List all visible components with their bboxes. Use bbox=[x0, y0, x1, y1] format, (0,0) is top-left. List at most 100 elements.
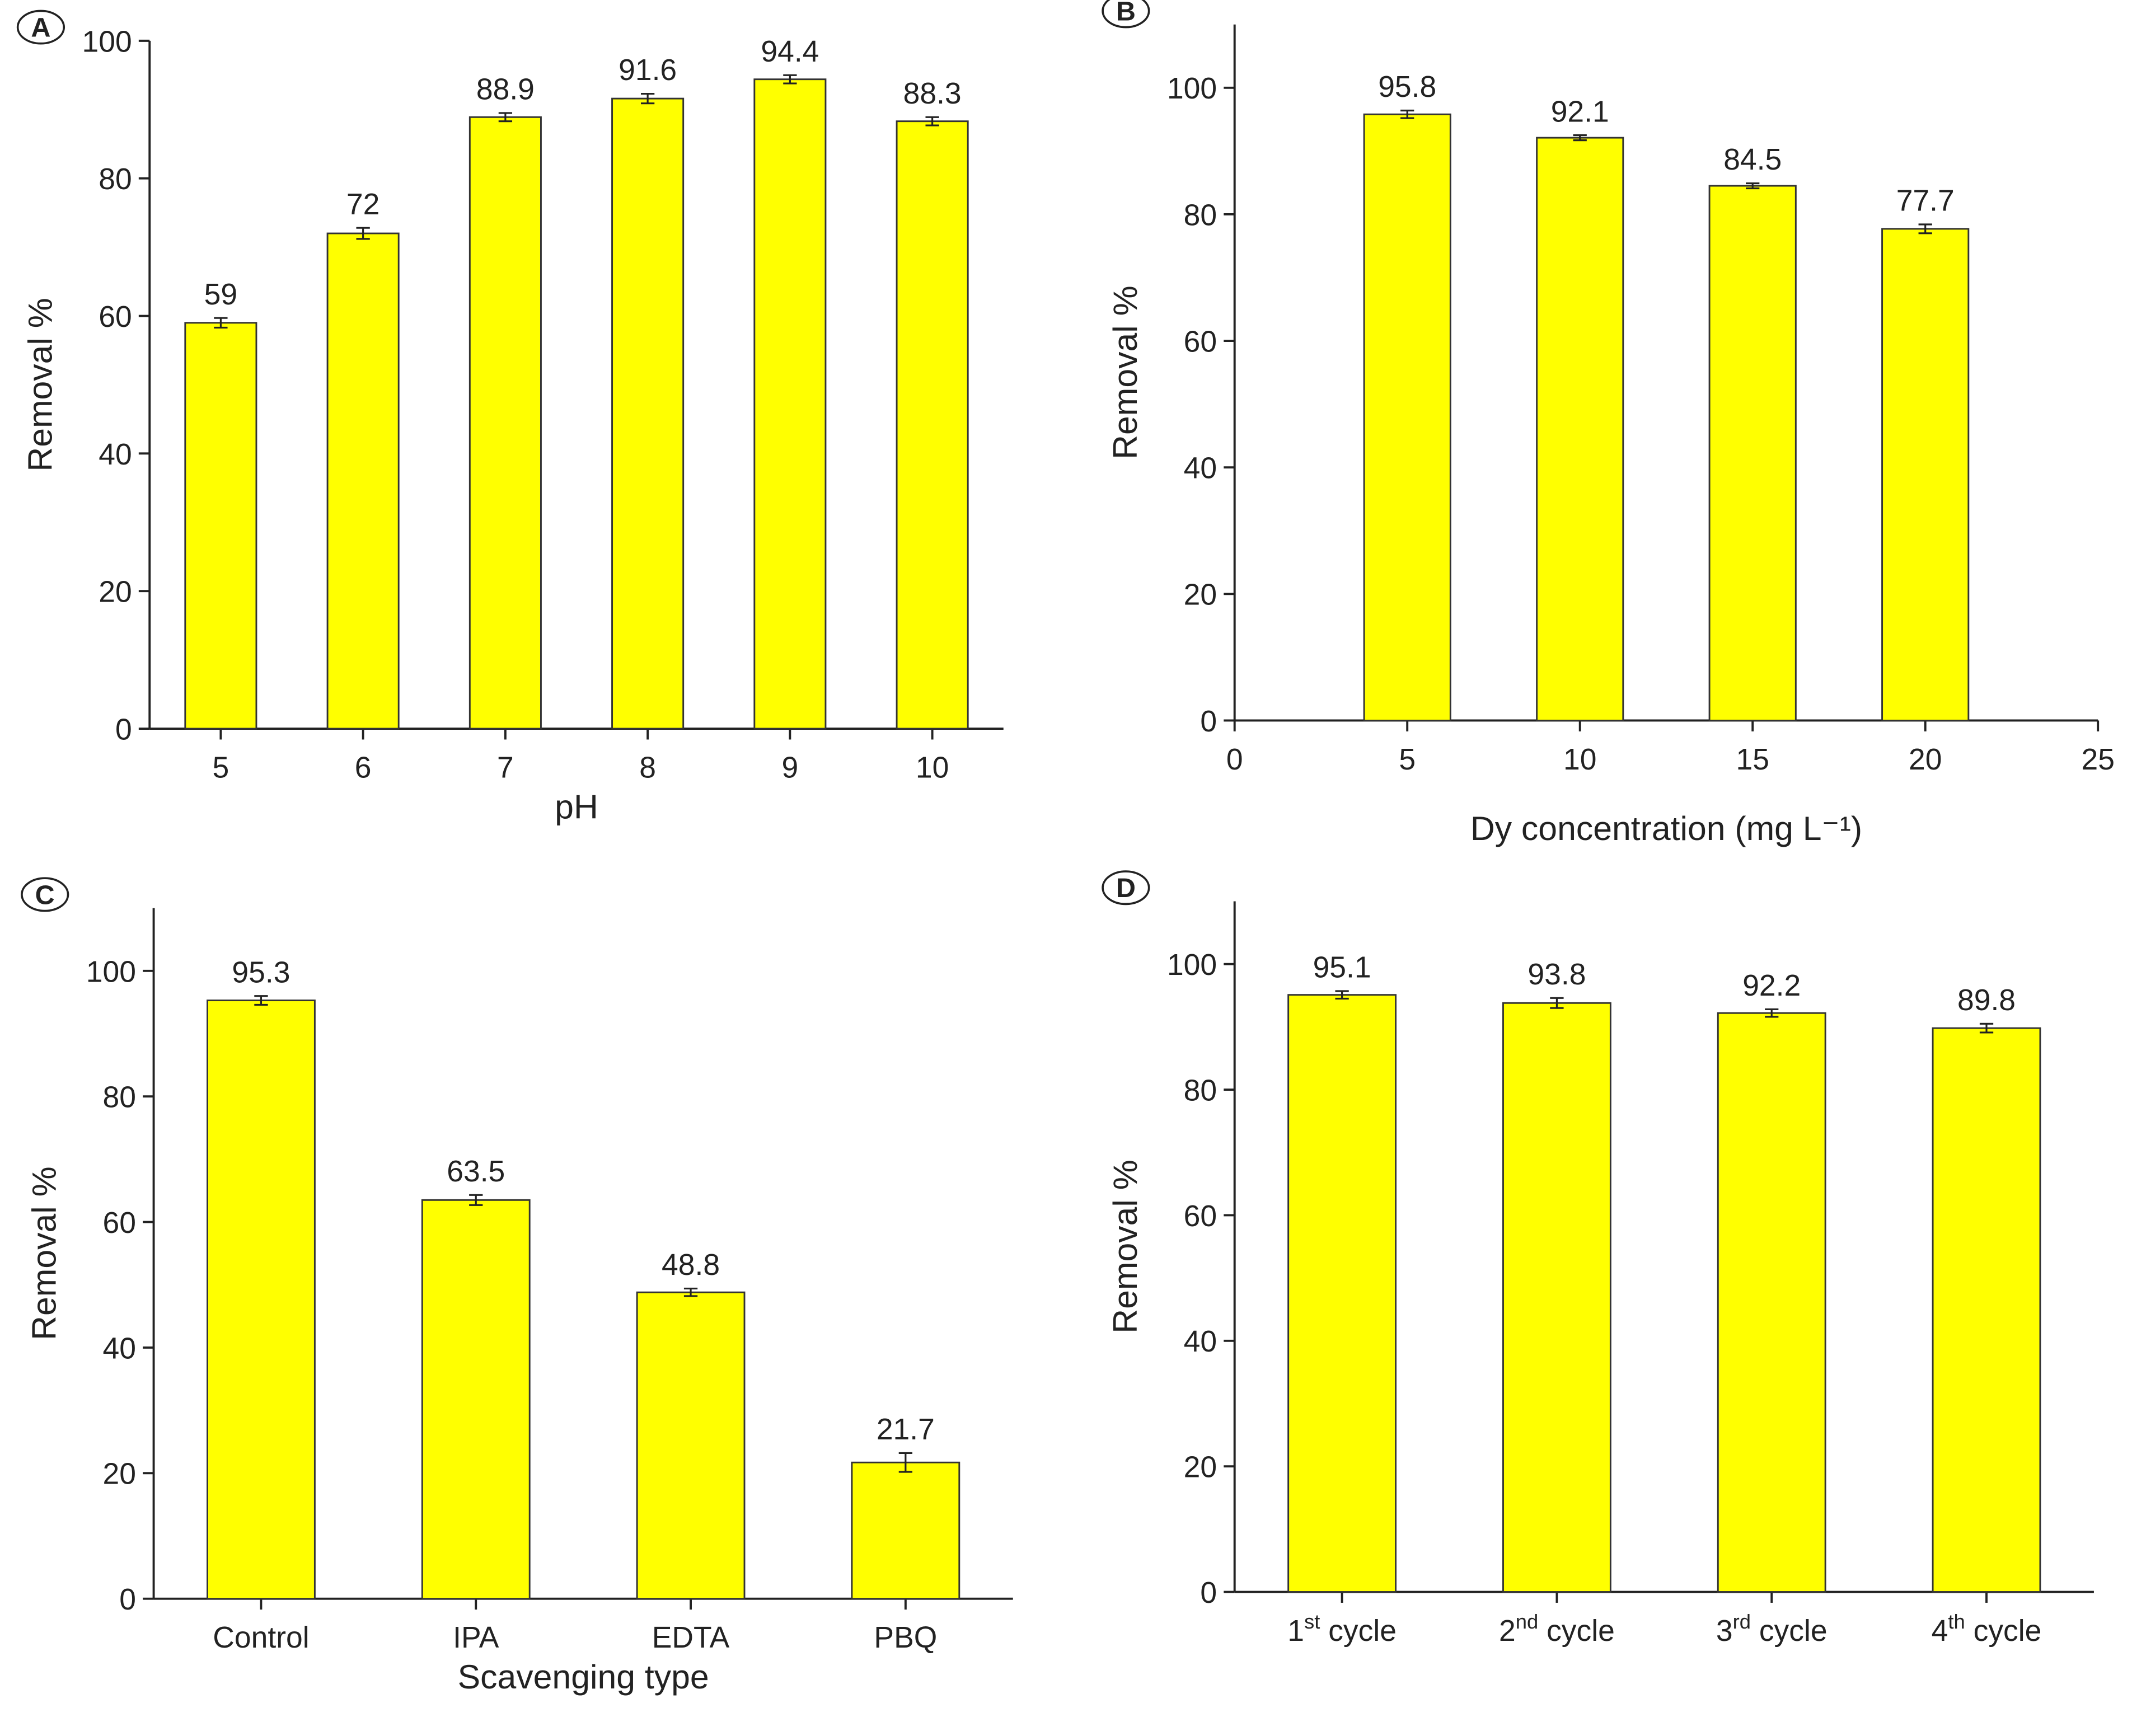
y-tick-label: 80 bbox=[1184, 199, 1217, 232]
error-bar bbox=[356, 227, 370, 240]
value-label: 84.5 bbox=[1723, 143, 1782, 176]
y-tick-label: 100 bbox=[1167, 72, 1217, 105]
bar bbox=[1708, 185, 1797, 721]
error-bar bbox=[1979, 1022, 1994, 1034]
bar bbox=[468, 116, 542, 730]
error-bar bbox=[1550, 997, 1564, 1009]
y-tick-label: 40 bbox=[1184, 1325, 1217, 1358]
y-tick-label: 0 bbox=[1200, 705, 1217, 738]
panel-badge bbox=[21, 877, 69, 912]
y-tick-label: 0 bbox=[1200, 1577, 1217, 1610]
value-label: 91.6 bbox=[618, 54, 677, 87]
error-bar bbox=[214, 317, 228, 329]
chart-panel: 0 20 40 60 80 100 5 6 7 8 9 10 59 72 88.9 91.6 94.4 88.3 p… bbox=[16, 10, 1004, 825]
value-label: 95.3 bbox=[232, 956, 290, 989]
chart-panel: 0 20 40 60 80 100 Control IPA EDTA PBQ 95.3 63.5 48.… bbox=[21, 877, 1013, 1696]
error-bar bbox=[925, 116, 939, 126]
x-tick-label: 5 bbox=[1399, 743, 1416, 776]
y-axis-label: Removal % bbox=[25, 1166, 63, 1340]
y-tick-label: 100 bbox=[86, 955, 136, 988]
y-axis-label: Removal % bbox=[1106, 285, 1144, 459]
y-tick-label: 40 bbox=[103, 1332, 136, 1365]
value-label: 48.8 bbox=[662, 1249, 720, 1282]
bar bbox=[636, 1291, 746, 1600]
y-tick-label: 60 bbox=[99, 301, 132, 334]
panel-badge bbox=[1102, 0, 1150, 29]
x-tick-label: 9 bbox=[782, 751, 799, 784]
panel-letter: A bbox=[31, 13, 50, 43]
value-label: 95.1 bbox=[1313, 951, 1371, 984]
value-label: 59 bbox=[204, 278, 237, 311]
value-label: 89.8 bbox=[1957, 984, 2016, 1017]
bar bbox=[326, 232, 400, 730]
y-tick-label: 20 bbox=[1184, 1451, 1217, 1484]
x-tick-label: 20 bbox=[1909, 743, 1942, 776]
error-bar bbox=[898, 1452, 913, 1473]
y-tick-label: 100 bbox=[1167, 949, 1217, 982]
x-axis-label: Scavenging type bbox=[458, 1658, 709, 1696]
y-tick-label: 20 bbox=[1184, 579, 1217, 612]
bar bbox=[1717, 1012, 1826, 1593]
value-label: 92.2 bbox=[1742, 969, 1801, 1002]
y-tick-label: 40 bbox=[99, 438, 132, 471]
x-tick-label: 5 bbox=[213, 751, 229, 784]
x-tick-label: 10 bbox=[1563, 743, 1596, 776]
value-label: 21.7 bbox=[877, 1413, 935, 1446]
y-tick-label: 0 bbox=[119, 1583, 136, 1616]
value-label: 77.7 bbox=[1896, 185, 1955, 218]
x-tick-label: 0 bbox=[1226, 743, 1243, 776]
x-axis-label: Dy concentration (mg L⁻¹) bbox=[1470, 809, 1862, 847]
error-bar bbox=[640, 92, 655, 105]
error-bar bbox=[498, 112, 513, 123]
y-tick-label: 100 bbox=[82, 25, 132, 58]
panel-letter: D bbox=[1116, 873, 1136, 903]
x-tick-label: 10 bbox=[916, 751, 949, 784]
y-tick-label: 80 bbox=[99, 163, 132, 196]
bar bbox=[1287, 994, 1397, 1593]
x-tick-label: 1st cycle bbox=[1287, 1610, 1397, 1648]
bar bbox=[1932, 1027, 2041, 1593]
value-label: 92.1 bbox=[1551, 95, 1609, 128]
x-tick-label: Control bbox=[213, 1621, 309, 1654]
error-bar bbox=[469, 1194, 483, 1206]
value-label: 72 bbox=[346, 188, 379, 221]
x-tick-label: 3rd cycle bbox=[1716, 1610, 1828, 1648]
x-tick-label: 8 bbox=[639, 751, 656, 784]
x-tick-label: PBQ bbox=[874, 1621, 937, 1654]
bar bbox=[611, 97, 685, 730]
x-tick-label: 25 bbox=[2081, 743, 2114, 776]
error-bar bbox=[1765, 1008, 1779, 1018]
value-label: 95.8 bbox=[1378, 71, 1436, 104]
y-tick-label: 60 bbox=[1184, 1200, 1217, 1233]
value-label: 93.8 bbox=[1527, 958, 1586, 991]
panel-letter: C bbox=[35, 880, 55, 910]
x-tick-label: 7 bbox=[497, 751, 514, 784]
panel-badge bbox=[1102, 870, 1150, 905]
y-tick-label: 40 bbox=[1184, 452, 1217, 485]
x-tick-label: 15 bbox=[1736, 743, 1769, 776]
error-bar bbox=[683, 1287, 698, 1297]
bar bbox=[184, 322, 257, 730]
value-label: 94.4 bbox=[761, 35, 819, 68]
chart-panel: 0 20 40 60 80 100 0 5 10 15 20 25 95.8 92.1 84.5 77.7 Dy… bbox=[1102, 0, 2115, 847]
value-label: 88.9 bbox=[476, 73, 535, 106]
y-axis-label: Removal % bbox=[1106, 1160, 1144, 1333]
bar bbox=[1363, 113, 1451, 721]
y-axis-label: Removal % bbox=[21, 298, 59, 471]
chart-panel: 0 20 40 60 80 100 1st cycle 2nd cycle 3rd cycle 4… bbox=[1102, 870, 2094, 1648]
x-tick-label: EDTA bbox=[652, 1621, 730, 1654]
value-label: 88.3 bbox=[903, 77, 962, 110]
y-tick-label: 80 bbox=[1184, 1074, 1217, 1107]
bar bbox=[207, 1000, 316, 1600]
x-tick-label: 4th cycle bbox=[1932, 1610, 2042, 1648]
error-bar bbox=[254, 995, 268, 1006]
error-bar bbox=[1573, 134, 1587, 142]
y-tick-label: 20 bbox=[99, 576, 132, 609]
y-tick-label: 20 bbox=[103, 1458, 136, 1491]
bar bbox=[421, 1199, 531, 1600]
x-axis-label: pH bbox=[555, 787, 598, 825]
bar bbox=[753, 78, 827, 730]
panel-badge bbox=[16, 10, 65, 45]
